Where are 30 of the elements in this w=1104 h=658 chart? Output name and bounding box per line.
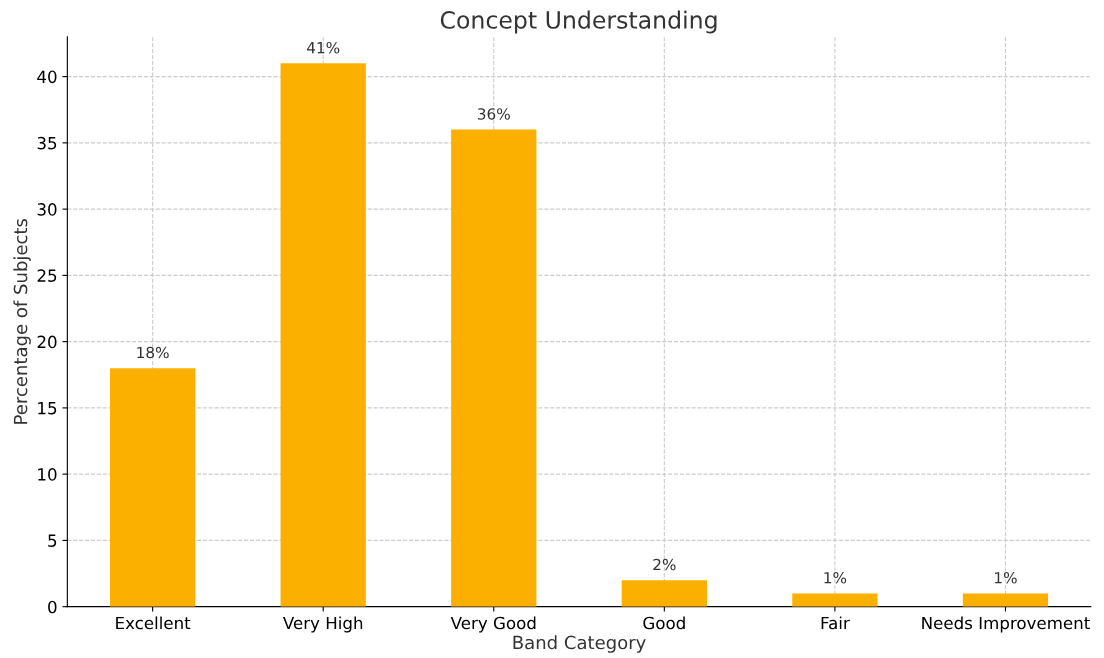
x-tick-label: Good (643, 616, 685, 630)
y-tick-label: 20 (37, 335, 57, 349)
x-tick-label: Excellent (116, 616, 191, 630)
data-label: 18% (137, 346, 169, 359)
bar (451, 129, 537, 607)
y-tick-label: 25 (37, 269, 57, 282)
y-tick-label: 40 (37, 70, 57, 84)
y-axis-title: Percentage of Subjects (13, 218, 31, 424)
data-label: 2% (653, 558, 676, 571)
x-axis-title: Band Category (513, 635, 646, 653)
y-tick-label: 5 (48, 534, 57, 547)
data-label: 36% (477, 108, 510, 120)
bar (109, 368, 196, 607)
x-tick-label: Very Good (450, 616, 536, 633)
data-label: 1% (824, 571, 847, 584)
x-tick-label: Fair (821, 616, 850, 630)
bar (792, 593, 878, 607)
data-label: 1% (995, 571, 1017, 584)
y-tick-label: 10 (38, 468, 57, 481)
y-tick-label: 30 (37, 203, 57, 216)
chart-title: Concept Understanding (440, 10, 717, 34)
x-tick-label: Very High (282, 616, 363, 633)
y-tick-label: 0 (48, 600, 57, 614)
data-label: 41% (306, 41, 340, 54)
x-tick-label: Needs Improvement (922, 616, 1090, 633)
bar (280, 63, 366, 607)
bar (621, 580, 707, 607)
y-tick-label: 35 (37, 136, 57, 150)
y-tick-label: 15 (38, 402, 57, 415)
bar (962, 593, 1049, 607)
